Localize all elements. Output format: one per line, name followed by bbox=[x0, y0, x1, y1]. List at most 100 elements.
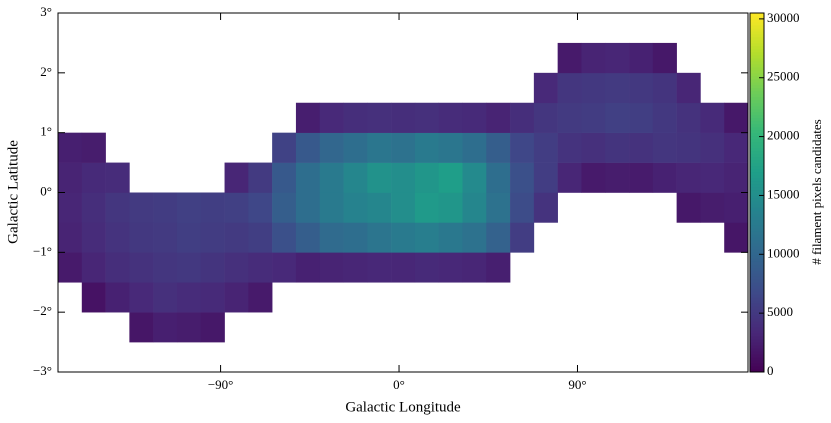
colorbar-segment bbox=[750, 333, 764, 337]
x-axis-label: Galactic Longitude bbox=[345, 399, 461, 415]
cell bbox=[629, 102, 654, 133]
cell bbox=[533, 72, 558, 104]
colorbar-segment bbox=[750, 168, 764, 173]
cell bbox=[248, 192, 273, 223]
cell bbox=[272, 192, 297, 223]
cell bbox=[438, 162, 463, 193]
colorbar-segment bbox=[750, 108, 764, 113]
cell bbox=[557, 72, 582, 104]
cell bbox=[129, 192, 154, 223]
cell bbox=[343, 192, 368, 223]
colorbar-segment bbox=[750, 336, 764, 340]
cell bbox=[676, 72, 701, 104]
cell bbox=[105, 282, 130, 313]
colorbar-segment bbox=[750, 222, 764, 226]
cell bbox=[724, 132, 749, 163]
colorbar-segment bbox=[750, 36, 764, 41]
colorbar-segment bbox=[750, 57, 764, 62]
cell bbox=[176, 252, 202, 283]
cell bbox=[652, 132, 677, 163]
colorbar-segment bbox=[750, 321, 764, 325]
cell bbox=[200, 252, 225, 283]
cell bbox=[176, 312, 202, 343]
cell bbox=[724, 162, 749, 193]
cell bbox=[105, 162, 130, 193]
colorbar-segment bbox=[750, 84, 764, 89]
colorbar-segment bbox=[750, 339, 764, 343]
cell bbox=[58, 252, 83, 283]
cell bbox=[486, 162, 511, 193]
cell bbox=[414, 192, 439, 223]
cell bbox=[462, 192, 487, 223]
cell bbox=[343, 162, 368, 193]
cell bbox=[367, 132, 392, 163]
colorbar-tick-label: 5000 bbox=[767, 304, 793, 319]
x-tick-label: 90° bbox=[568, 377, 586, 392]
colorbar-segment bbox=[750, 279, 764, 283]
cell bbox=[153, 252, 178, 283]
cell bbox=[438, 192, 463, 223]
colorbar-segment bbox=[750, 141, 764, 146]
colorbar-segment bbox=[750, 213, 764, 217]
cell bbox=[557, 42, 582, 74]
y-tick-label: 2° bbox=[40, 64, 52, 79]
colorbar-segment bbox=[750, 39, 764, 44]
cell bbox=[629, 162, 654, 193]
colorbar-segment bbox=[750, 357, 764, 361]
colorbar-tick-label: 15000 bbox=[767, 186, 800, 201]
colorbar-tick-label: 10000 bbox=[767, 245, 800, 260]
cell bbox=[58, 222, 83, 253]
colorbar-segment bbox=[750, 228, 764, 232]
cell bbox=[272, 222, 297, 253]
colorbar-segment bbox=[750, 210, 764, 214]
colorbar-segment bbox=[750, 297, 764, 301]
colorbar-segment bbox=[750, 237, 764, 241]
colorbar-segment bbox=[750, 201, 764, 205]
cell bbox=[367, 192, 392, 223]
colorbar-segment bbox=[750, 138, 764, 143]
cell bbox=[652, 72, 677, 104]
cell bbox=[510, 162, 535, 193]
colorbar-segment bbox=[750, 123, 764, 128]
cell bbox=[700, 132, 725, 163]
colorbar-segment bbox=[750, 234, 764, 238]
cell bbox=[391, 132, 416, 163]
colorbar-segment bbox=[750, 177, 764, 182]
cell bbox=[486, 222, 511, 253]
cell bbox=[605, 72, 630, 104]
colorbar-segment bbox=[750, 225, 764, 229]
y-tick-label: −3° bbox=[33, 363, 52, 378]
cell bbox=[224, 252, 249, 283]
colorbar-segment bbox=[750, 318, 764, 322]
cell bbox=[153, 192, 178, 223]
colorbar-segment bbox=[750, 147, 764, 152]
colorbar-segment bbox=[750, 288, 764, 292]
cell bbox=[629, 132, 654, 163]
colorbar-segment bbox=[750, 285, 764, 289]
cell bbox=[319, 102, 344, 133]
colorbar-segment bbox=[750, 189, 764, 193]
colorbar-segment bbox=[750, 63, 764, 68]
cell bbox=[581, 42, 606, 74]
colorbar-segment bbox=[750, 156, 764, 161]
cell bbox=[58, 162, 83, 193]
colorbar-segment bbox=[750, 180, 764, 185]
cell bbox=[652, 42, 677, 74]
colorbar-segment bbox=[750, 369, 764, 373]
colorbar-segment bbox=[750, 114, 764, 119]
colorbar-segment bbox=[750, 81, 764, 86]
colorbar-segment bbox=[750, 216, 764, 220]
colorbar-segment bbox=[750, 255, 764, 259]
colorbar-segment bbox=[750, 171, 764, 176]
colorbar-segment bbox=[750, 207, 764, 211]
cell bbox=[414, 132, 439, 163]
cell bbox=[295, 252, 321, 283]
cell bbox=[486, 252, 511, 283]
cell bbox=[605, 42, 630, 74]
cell bbox=[391, 192, 416, 223]
x-tick-label: 0° bbox=[393, 377, 405, 392]
cell bbox=[105, 192, 130, 223]
cell bbox=[81, 132, 106, 163]
cell bbox=[81, 222, 106, 253]
cell bbox=[533, 102, 558, 133]
